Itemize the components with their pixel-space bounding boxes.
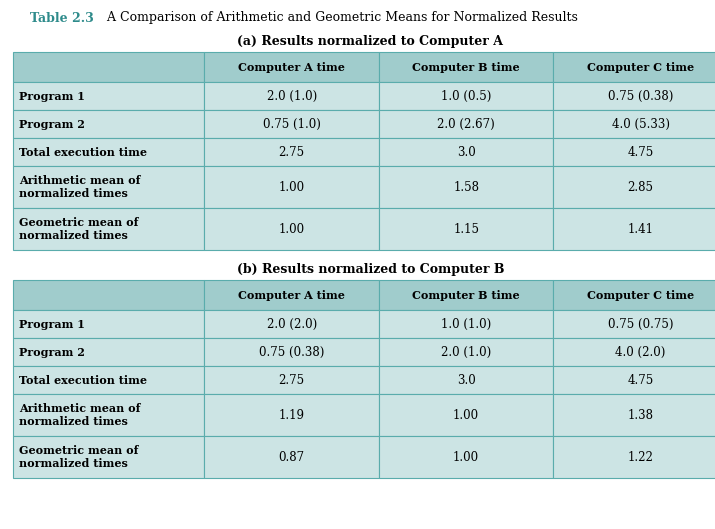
FancyBboxPatch shape — [204, 280, 379, 310]
FancyBboxPatch shape — [553, 138, 715, 166]
Text: 2.85: 2.85 — [628, 180, 654, 194]
Text: 1.0 (0.5): 1.0 (0.5) — [441, 89, 491, 103]
Text: Total execution time: Total execution time — [19, 375, 147, 386]
Text: Arithmetic mean of
normalized times: Arithmetic mean of normalized times — [19, 175, 140, 199]
FancyBboxPatch shape — [379, 110, 553, 138]
Text: 1.00: 1.00 — [453, 451, 479, 463]
Text: (b) Results normalized to Computer B: (b) Results normalized to Computer B — [237, 263, 504, 276]
FancyBboxPatch shape — [204, 436, 379, 478]
FancyBboxPatch shape — [553, 436, 715, 478]
Text: 4.75: 4.75 — [628, 145, 654, 159]
Text: 4.0 (2.0): 4.0 (2.0) — [616, 345, 666, 359]
FancyBboxPatch shape — [553, 82, 715, 110]
FancyBboxPatch shape — [204, 52, 379, 82]
Text: 1.38: 1.38 — [628, 408, 654, 422]
Text: 3.0: 3.0 — [457, 373, 475, 387]
Text: Computer C time: Computer C time — [587, 289, 694, 300]
FancyBboxPatch shape — [379, 138, 553, 166]
Text: 0.75 (0.38): 0.75 (0.38) — [608, 89, 674, 103]
FancyBboxPatch shape — [379, 82, 553, 110]
Text: 1.00: 1.00 — [279, 180, 305, 194]
Text: (a) Results normalized to Computer A: (a) Results normalized to Computer A — [237, 35, 503, 48]
Text: 1.15: 1.15 — [453, 223, 479, 235]
Text: 1.22: 1.22 — [628, 451, 654, 463]
FancyBboxPatch shape — [13, 338, 204, 366]
Text: Arithmetic mean of
normalized times: Arithmetic mean of normalized times — [19, 403, 140, 427]
Text: 0.75 (1.0): 0.75 (1.0) — [263, 117, 320, 131]
FancyBboxPatch shape — [204, 166, 379, 208]
FancyBboxPatch shape — [553, 166, 715, 208]
Text: 0.75 (0.75): 0.75 (0.75) — [608, 317, 674, 331]
Text: 1.41: 1.41 — [628, 223, 654, 235]
Text: 4.75: 4.75 — [628, 373, 654, 387]
FancyBboxPatch shape — [13, 394, 204, 436]
Text: 0.75 (0.38): 0.75 (0.38) — [259, 345, 325, 359]
Text: Computer A time: Computer A time — [238, 61, 345, 72]
FancyBboxPatch shape — [204, 338, 379, 366]
Text: Geometric mean of
normalized times: Geometric mean of normalized times — [19, 445, 138, 469]
FancyBboxPatch shape — [204, 138, 379, 166]
Text: 2.0 (1.0): 2.0 (1.0) — [267, 89, 317, 103]
FancyBboxPatch shape — [379, 280, 553, 310]
Text: 1.19: 1.19 — [279, 408, 305, 422]
Text: Geometric mean of
normalized times: Geometric mean of normalized times — [19, 217, 138, 241]
FancyBboxPatch shape — [553, 110, 715, 138]
Text: Computer B time: Computer B time — [413, 61, 520, 72]
Text: Total execution time: Total execution time — [19, 147, 147, 158]
Text: 1.0 (1.0): 1.0 (1.0) — [441, 317, 491, 331]
FancyBboxPatch shape — [379, 310, 553, 338]
Text: Computer B time: Computer B time — [413, 289, 520, 300]
FancyBboxPatch shape — [13, 280, 204, 310]
FancyBboxPatch shape — [13, 436, 204, 478]
Text: 1.58: 1.58 — [453, 180, 479, 194]
Text: Computer C time: Computer C time — [587, 61, 694, 72]
Text: 1.00: 1.00 — [279, 223, 305, 235]
FancyBboxPatch shape — [379, 436, 553, 478]
FancyBboxPatch shape — [204, 366, 379, 394]
FancyBboxPatch shape — [553, 280, 715, 310]
FancyBboxPatch shape — [553, 310, 715, 338]
Text: Program 2: Program 2 — [19, 118, 85, 130]
FancyBboxPatch shape — [13, 310, 204, 338]
FancyBboxPatch shape — [379, 166, 553, 208]
Text: 4.0 (5.33): 4.0 (5.33) — [611, 117, 670, 131]
FancyBboxPatch shape — [13, 82, 204, 110]
FancyBboxPatch shape — [204, 310, 379, 338]
FancyBboxPatch shape — [553, 208, 715, 250]
FancyBboxPatch shape — [13, 166, 204, 208]
FancyBboxPatch shape — [379, 366, 553, 394]
FancyBboxPatch shape — [553, 394, 715, 436]
FancyBboxPatch shape — [13, 366, 204, 394]
FancyBboxPatch shape — [204, 110, 379, 138]
Text: 2.75: 2.75 — [279, 373, 305, 387]
Text: Program 1: Program 1 — [19, 318, 85, 330]
FancyBboxPatch shape — [204, 208, 379, 250]
FancyBboxPatch shape — [13, 110, 204, 138]
Text: Table 2.3: Table 2.3 — [30, 12, 94, 24]
FancyBboxPatch shape — [13, 208, 204, 250]
Text: Program 1: Program 1 — [19, 90, 85, 102]
FancyBboxPatch shape — [13, 52, 204, 82]
FancyBboxPatch shape — [379, 394, 553, 436]
Text: A Comparison of Arithmetic and Geometric Means for Normalized Results: A Comparison of Arithmetic and Geometric… — [95, 12, 578, 24]
Text: 3.0: 3.0 — [457, 145, 475, 159]
Text: 2.0 (2.67): 2.0 (2.67) — [438, 117, 495, 131]
FancyBboxPatch shape — [379, 208, 553, 250]
Text: Program 2: Program 2 — [19, 346, 85, 358]
Text: 2.75: 2.75 — [279, 145, 305, 159]
Text: 2.0 (2.0): 2.0 (2.0) — [267, 317, 317, 331]
FancyBboxPatch shape — [13, 138, 204, 166]
FancyBboxPatch shape — [204, 82, 379, 110]
FancyBboxPatch shape — [553, 52, 715, 82]
Text: Computer A time: Computer A time — [238, 289, 345, 300]
Text: 2.0 (1.0): 2.0 (1.0) — [441, 345, 491, 359]
Text: 0.87: 0.87 — [279, 451, 305, 463]
Text: 1.00: 1.00 — [453, 408, 479, 422]
FancyBboxPatch shape — [379, 52, 553, 82]
FancyBboxPatch shape — [379, 338, 553, 366]
FancyBboxPatch shape — [553, 366, 715, 394]
FancyBboxPatch shape — [553, 338, 715, 366]
FancyBboxPatch shape — [204, 394, 379, 436]
